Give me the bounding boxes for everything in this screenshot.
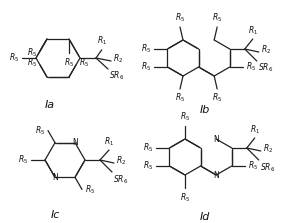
Text: $R_{1}$: $R_{1}$ xyxy=(104,136,114,148)
Text: $R_{5}$: $R_{5}$ xyxy=(180,191,190,204)
Text: $SR_6$: $SR_6$ xyxy=(260,161,275,173)
Text: $R_{5}$: $R_{5}$ xyxy=(175,92,185,105)
Text: $SR_6$: $SR_6$ xyxy=(109,70,124,83)
Text: $R_{2}$: $R_{2}$ xyxy=(263,143,273,155)
Text: $R_{5}$: $R_{5}$ xyxy=(143,142,153,154)
Text: $R_{5}$: $R_{5}$ xyxy=(27,47,37,59)
Text: $R_{5}$: $R_{5}$ xyxy=(64,57,74,69)
Text: N: N xyxy=(52,173,58,182)
Text: N: N xyxy=(213,171,219,180)
Text: $R_{5}$: $R_{5}$ xyxy=(141,43,152,55)
Text: $R_{1}$: $R_{1}$ xyxy=(250,124,260,136)
Text: $R_{5}$: $R_{5}$ xyxy=(248,160,258,172)
Text: Ic: Ic xyxy=(50,210,60,220)
Text: $R_{5}$: $R_{5}$ xyxy=(79,57,89,69)
Text: $R_{2}$: $R_{2}$ xyxy=(113,53,123,65)
Text: $R_{5}$: $R_{5}$ xyxy=(212,92,222,105)
Text: N: N xyxy=(72,138,78,147)
Text: $R_{5}$: $R_{5}$ xyxy=(212,12,222,24)
Text: $R_{5}$: $R_{5}$ xyxy=(141,61,152,73)
Text: $R_{1}$: $R_{1}$ xyxy=(97,34,107,47)
Text: $R_{2}$: $R_{2}$ xyxy=(261,44,271,56)
Text: $R_{5}$: $R_{5}$ xyxy=(35,124,45,137)
Text: $R_{5}$: $R_{5}$ xyxy=(9,52,19,64)
Text: $R_{5}$: $R_{5}$ xyxy=(246,61,256,73)
Text: $SR_6$: $SR_6$ xyxy=(113,173,128,186)
Text: $R_{5}$: $R_{5}$ xyxy=(175,12,185,24)
Text: $R_{5}$: $R_{5}$ xyxy=(180,111,190,123)
Text: $R_{5}$: $R_{5}$ xyxy=(18,154,28,166)
Text: Ib: Ib xyxy=(200,105,210,115)
Text: $R_{5}$: $R_{5}$ xyxy=(143,160,153,172)
Text: $R_{5}$: $R_{5}$ xyxy=(85,183,95,196)
Text: Ia: Ia xyxy=(45,100,55,110)
Text: $R_{2}$: $R_{2}$ xyxy=(116,155,126,167)
Text: $R_{1}$: $R_{1}$ xyxy=(248,25,258,37)
Text: $SR_6$: $SR_6$ xyxy=(258,62,273,74)
Text: $R_{5}$: $R_{5}$ xyxy=(27,57,37,69)
Text: Id: Id xyxy=(200,212,210,222)
Text: N: N xyxy=(213,134,219,143)
